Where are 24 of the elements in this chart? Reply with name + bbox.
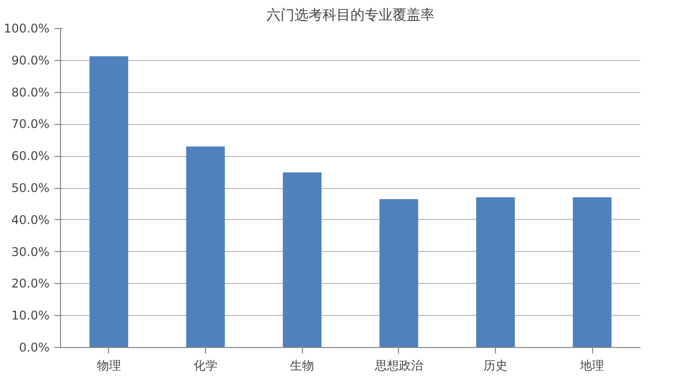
y-tick-label: 30.0% xyxy=(11,244,50,259)
x-tick-label: 化学 xyxy=(194,358,218,372)
x-tick-label: 物理 xyxy=(96,358,121,372)
bar xyxy=(380,199,418,348)
y-tick-label: 90.0% xyxy=(11,53,50,68)
x-tick-label: 地理 xyxy=(579,358,604,372)
y-tick-label: 80.0% xyxy=(11,85,50,100)
y-tick-label: 0.0% xyxy=(19,340,50,354)
bar xyxy=(476,197,515,348)
y-tick-label: 100.0% xyxy=(4,22,50,36)
y-tick-label: 20.0% xyxy=(11,276,50,291)
x-tick-label: 历史 xyxy=(484,358,508,372)
y-tick-label: 10.0% xyxy=(11,308,50,323)
y-tick-label: 50.0% xyxy=(11,181,50,195)
bar xyxy=(282,172,322,348)
bar xyxy=(186,146,225,348)
y-tick-label: 60.0% xyxy=(11,149,50,164)
chart-title: 六门选考科目的专业覆盖率 xyxy=(266,8,434,24)
y-tick-label: 40.0% xyxy=(11,212,50,227)
bar xyxy=(90,56,128,348)
x-tick-label: 生物 xyxy=(290,358,314,372)
x-tick-label: 思想政治 xyxy=(374,358,423,372)
bar xyxy=(572,197,612,348)
y-tick-label: 70.0% xyxy=(11,117,50,132)
